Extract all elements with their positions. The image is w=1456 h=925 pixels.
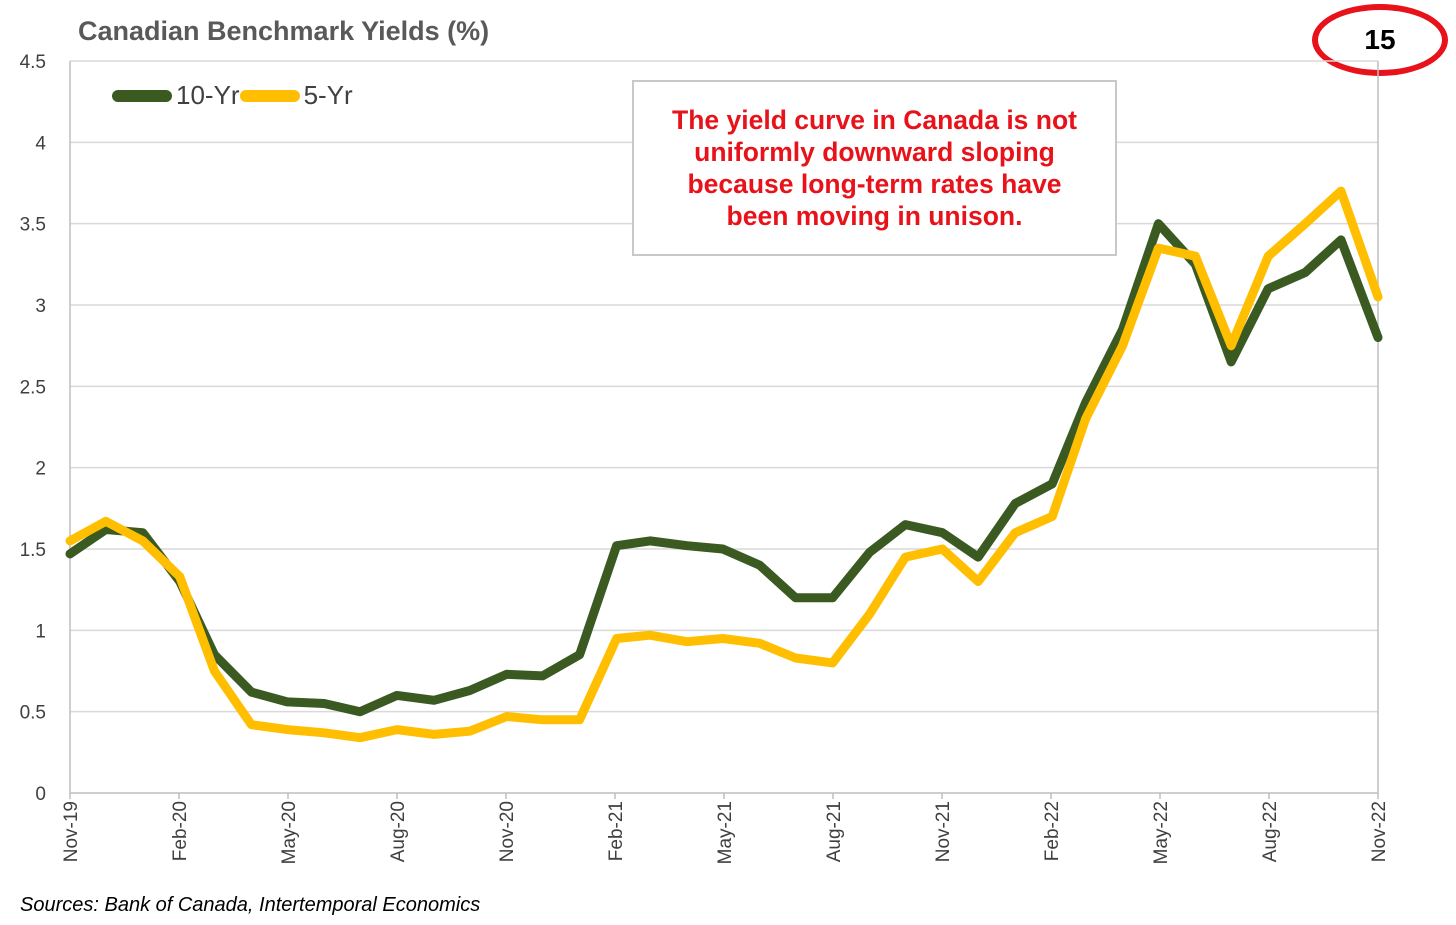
annotation-box: The yield curve in Canada is not uniform…	[632, 80, 1117, 256]
legend-label-5yr: 5-Yr	[303, 80, 353, 110]
series-line-10yr	[65, 219, 1383, 717]
legend-swatch-10yr	[112, 89, 172, 102]
x-tick-label: Nov-22	[1369, 801, 1390, 862]
series-line-5yr	[65, 186, 1383, 743]
x-tick-label: Aug-22	[1260, 801, 1281, 862]
chart-legend: 10-Yr 5-Yr	[112, 80, 353, 111]
y-tick-label: 1	[35, 621, 46, 642]
legend-swatch-5yr	[239, 89, 300, 102]
x-tick-label: Feb-22	[1042, 801, 1063, 861]
chart-title: Canadian Benchmark Yields (%)	[78, 16, 490, 46]
x-tick-label: May-22	[1151, 801, 1172, 864]
page-number-badge: 15	[1312, 4, 1448, 76]
y-tick-label: 0	[35, 784, 46, 805]
x-tick-label: Nov-21	[933, 801, 954, 862]
x-tick-label: Nov-20	[497, 801, 518, 862]
axes	[69, 61, 1379, 799]
legend-item-5yr: 5-Yr	[239, 80, 353, 111]
source-note: Sources: Bank of Canada, Intertemporal E…	[20, 894, 481, 916]
x-tick-label: Aug-20	[388, 801, 409, 862]
y-tick-label: 2	[35, 459, 46, 480]
y-tick-label: 3.5	[20, 215, 46, 236]
x-tick-label: May-20	[279, 801, 300, 864]
annotation-text: The yield curve in Canada is not uniform…	[672, 104, 1077, 232]
series-lines	[65, 186, 1383, 743]
y-tick-label: 1.5	[20, 540, 46, 561]
page-number: 15	[1364, 24, 1396, 55]
x-tick-label: Nov-19	[61, 801, 82, 862]
y-tick-label: 4	[35, 133, 46, 154]
y-tick-label: 2.5	[20, 377, 46, 398]
legend-item-10yr: 10-Yr	[112, 80, 240, 111]
y-tick-label: 0.5	[20, 703, 46, 724]
x-tick-label: Feb-21	[606, 801, 627, 861]
tick-labels: 0 0.5 1 1.5 2 2.5 3 3.5 4 4.5 Nov-19 Feb-20 May-20 Au…	[20, 52, 1390, 864]
x-tick-label: Feb-20	[170, 801, 191, 861]
x-tick-label: Aug-21	[824, 801, 845, 862]
y-tick-label: 3	[35, 296, 46, 317]
x-tick-label: May-21	[715, 801, 736, 864]
legend-label-10yr: 10-Yr	[176, 80, 240, 110]
y-tick-label: 4.5	[20, 52, 46, 73]
